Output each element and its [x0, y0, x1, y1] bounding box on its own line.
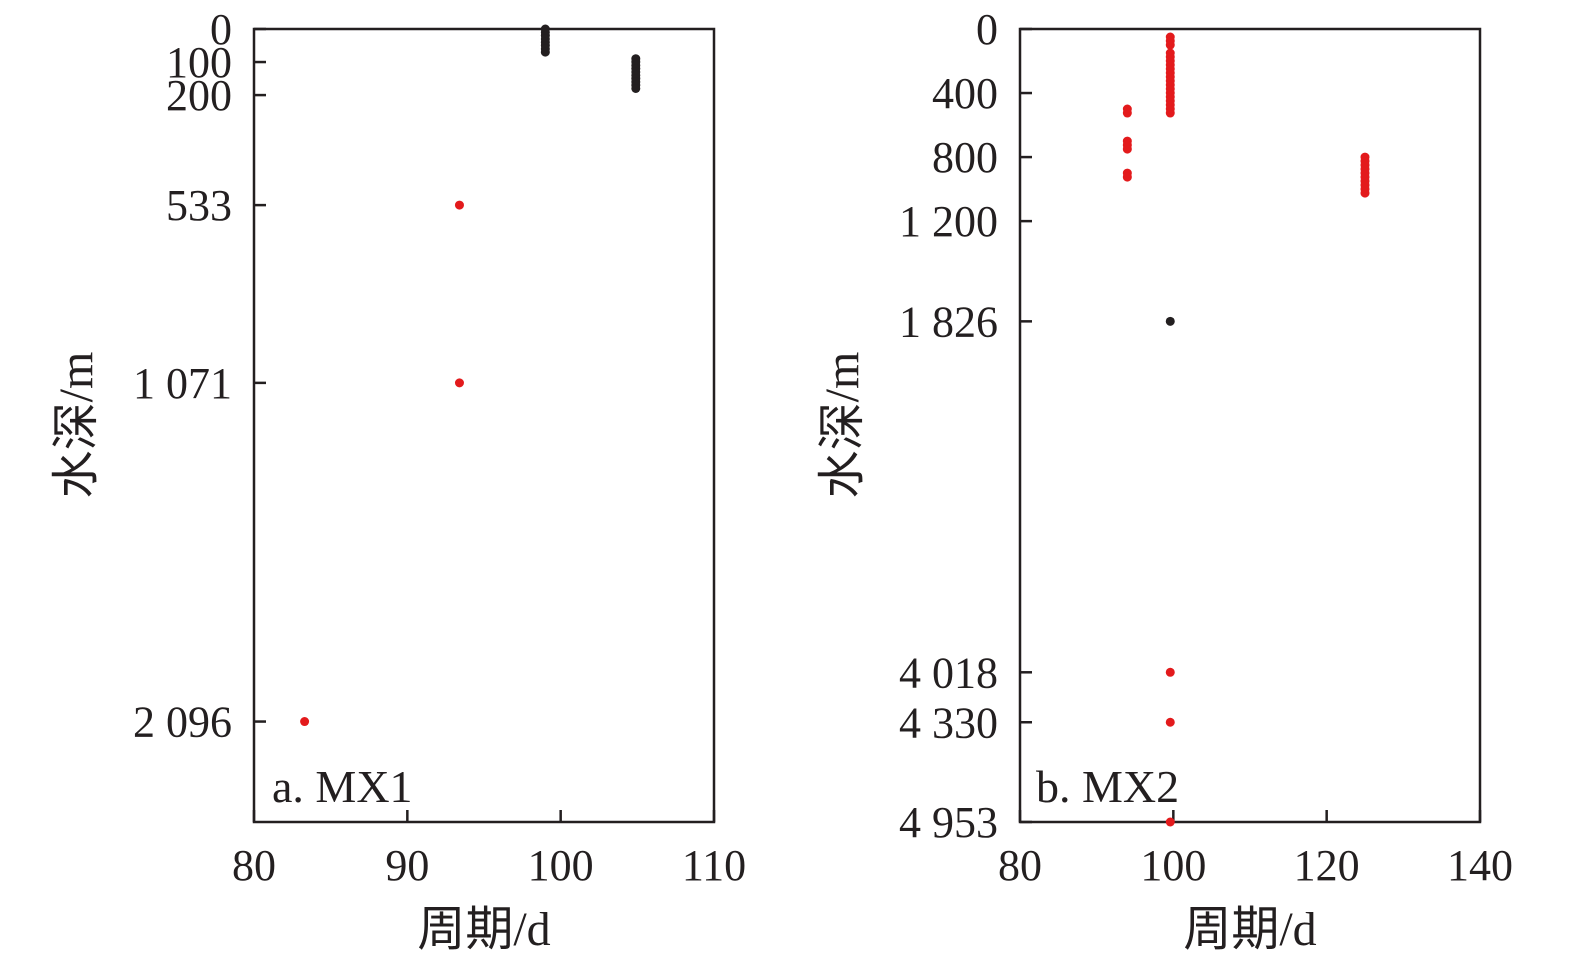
red-data-point [454, 378, 464, 388]
panel-a-y-axis-title: 水深/m [50, 352, 103, 499]
red-data-point [1165, 40, 1175, 50]
red-data-point [1165, 667, 1175, 677]
panel-a-x-tick-label: 110 [682, 841, 746, 890]
red-data-point [1122, 172, 1132, 182]
panel-b-x-axis-title: 周期/d [1183, 903, 1316, 956]
panel-a-y-tick-label: 2 096 [133, 698, 232, 747]
panel-a-y-tick-label: 1 071 [133, 359, 232, 408]
panel-b-y-tick-label: 4 953 [899, 798, 998, 847]
red-data-point [1165, 717, 1175, 727]
red-data-point [300, 717, 310, 727]
black-data-point [1165, 316, 1175, 326]
panel-a-y-tick-label: 0 [210, 5, 232, 54]
red-data-point [1360, 188, 1370, 198]
panel-b-y-axis-title: 水深/m [816, 352, 869, 499]
panel-a-y-tick-label: 100 [166, 38, 232, 87]
panel-b-y-tick-label: 4 330 [899, 698, 998, 747]
panel-a-y-tick-label: 200 [166, 71, 232, 120]
panel-a-y-tick-label: 533 [166, 181, 232, 230]
panel-a-plot-frame [252, 27, 716, 824]
panel-b-x-tick-label: 100 [1140, 841, 1206, 890]
red-data-point [454, 200, 464, 210]
panel-a-x-tick-label: 80 [232, 841, 276, 890]
panel-a-x-tick-label: 90 [385, 841, 429, 890]
panel-a-x-axis-title: 周期/d [417, 903, 550, 956]
panel-b-y-tick-label: 1 200 [899, 197, 998, 246]
panel-a-label: a. MX1 [272, 761, 413, 812]
panel-b-y-tick-label: 4 018 [899, 648, 998, 697]
black-data-point [631, 83, 641, 93]
black-data-point [540, 47, 550, 57]
panel-b-y-tick-label: 1 826 [899, 297, 998, 346]
panel-b-y-tick-label: 0 [976, 5, 998, 54]
panel-b-plot-frame [1018, 27, 1482, 824]
panel-a-x-tick-label: 100 [528, 841, 594, 890]
panel-b-x-tick-label: 80 [998, 841, 1042, 890]
panel-b-label: b. MX2 [1036, 761, 1179, 812]
panel-b-x-tick-label: 140 [1447, 841, 1513, 890]
panel-b-x-tick-label: 120 [1294, 841, 1360, 890]
red-data-point [1165, 817, 1175, 827]
panel-b-y-tick-label: 800 [932, 133, 998, 182]
red-data-point [1165, 108, 1175, 118]
red-data-point [1122, 108, 1132, 118]
red-data-point [1122, 144, 1132, 154]
panel-b-y-tick-label: 400 [932, 69, 998, 118]
